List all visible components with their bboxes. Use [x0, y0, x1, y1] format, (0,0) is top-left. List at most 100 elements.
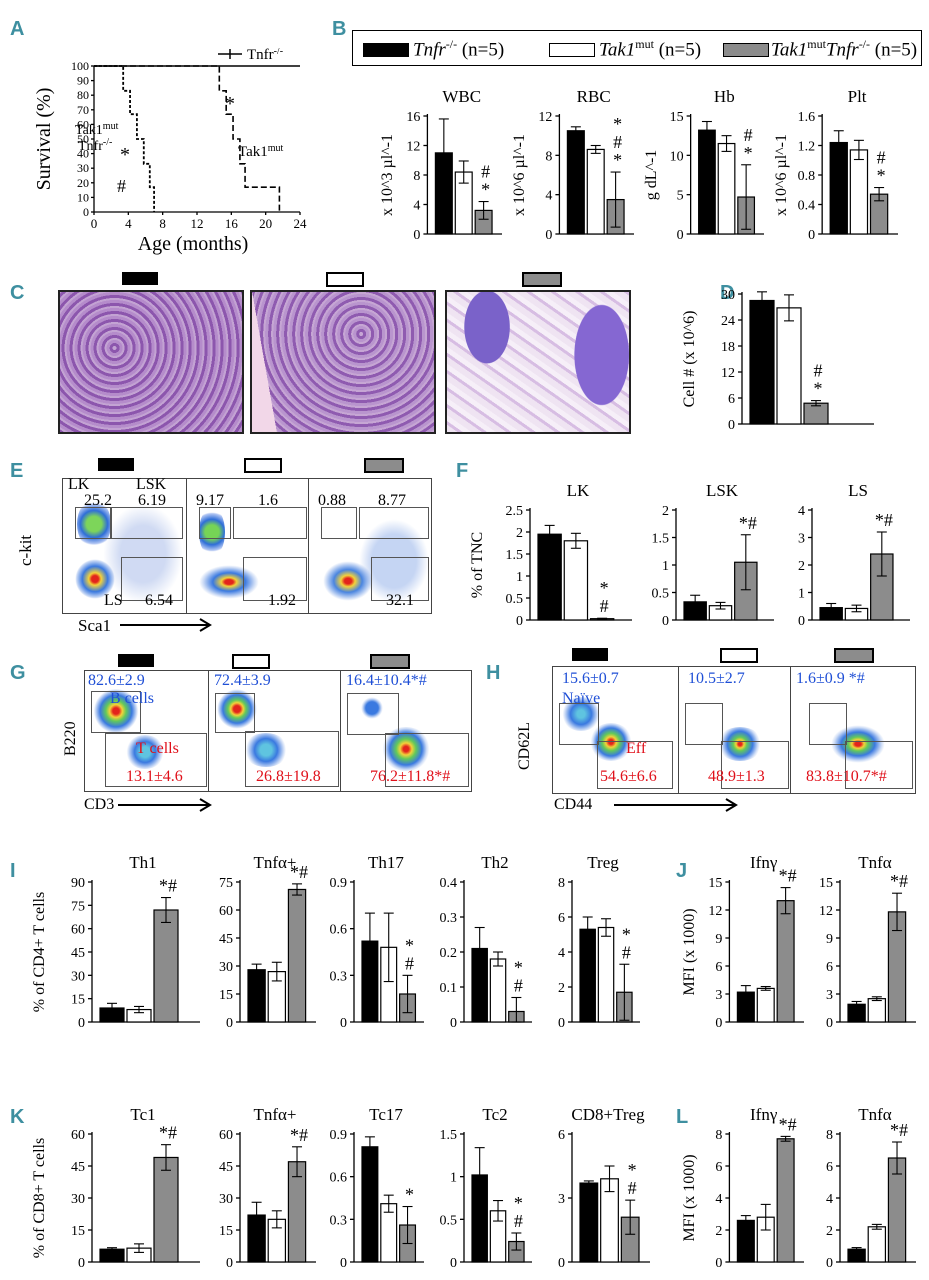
b-plt-bar-0: [829, 141, 848, 235]
bar-chart-cd8-tnfa: Tnfα+ 0 15 30 45 60 *#: [219, 1105, 316, 1271]
b-wbc-ytick-label-4: 16: [406, 110, 420, 125]
l-tnfa-bar-1: [867, 1226, 887, 1263]
flow-g-swatch-tak1: [232, 654, 270, 669]
flow-h1-e-label: Eff: [626, 740, 647, 757]
survival-ytick-label-8: 80: [77, 88, 89, 102]
k-tc2-ytick-label-0: 0: [450, 1256, 457, 1271]
i-tnfa-ytick-label-1: 15: [219, 988, 233, 1003]
legend-tak1-text: Tak1: [599, 39, 636, 61]
b-rbc-bar-1: [586, 148, 605, 235]
flow-g3-cluster-b: [361, 697, 383, 719]
flow-h1-cluster-eff: [589, 723, 633, 761]
flow-e1-lsk-value: 6.19: [138, 492, 166, 509]
legend-label-double: Tak1mutTnfr-/- (n=5): [771, 37, 917, 61]
bar-chart-cd4-tnfa-mfi: Tnfα 0 3 6 9 12 15 *#: [819, 853, 916, 1031]
b-hb-bar-1: [717, 142, 736, 235]
j-ifng-ytick-label-5: 15: [708, 876, 722, 891]
j-ifng-ytick-label-3: 9: [715, 932, 722, 947]
flow-h-swatch-tak1: [720, 648, 758, 663]
i-th2-ytick-label-2: 0.2: [440, 946, 458, 961]
bar-chart-cell-count: Cell # (x 10^6) 0 6 12 18 24 30 *#: [681, 288, 874, 433]
j-tnfa-ytick-label-1: 3: [826, 988, 833, 1003]
j-tnfa-ytick-label-0: 0: [826, 1016, 833, 1031]
l-ifng-ytick-label-2: 4: [715, 1192, 722, 1207]
flow-h2-gate-naive: [685, 703, 723, 745]
b-plt-ytick-label-0: 0: [808, 228, 815, 243]
b-plt-annotation-0: *: [877, 166, 886, 186]
flow-e-swatch-double: [364, 458, 404, 473]
l-tnfa-title: Tnfα: [858, 1105, 892, 1124]
b-rbc-ytick-label-0: 0: [545, 228, 552, 243]
i-th2-ytick-label-1: 0.1: [440, 981, 458, 996]
flow-e1-lk-label: LK: [68, 476, 90, 493]
histology-swatch-tnfr: [122, 272, 158, 285]
flow-g2-gate-t: [245, 731, 339, 787]
b-rbc-bar-0: [566, 130, 585, 235]
flow-g3-gate-b: [347, 693, 399, 735]
panel-letter-h: H: [486, 662, 501, 684]
k-tc17-ytick-label-3: 0.9: [330, 1128, 348, 1143]
panel-letter-d: D: [720, 282, 735, 304]
flow-g-xlabel: CD3: [84, 796, 115, 813]
b-wbc-ytick-label-3: 12: [406, 140, 420, 155]
l-tnfa-ytick-label-4: 8: [826, 1128, 833, 1143]
i-treg-annotation-1: *: [622, 924, 631, 944]
flow-h1-n-value: 15.6±0.7: [562, 670, 619, 687]
b-hb-ytick-label-2: 10: [670, 149, 684, 164]
panel-letter-g: G: [10, 662, 26, 684]
b-wbc-ytick-label-0: 0: [413, 228, 420, 243]
survival-hash-dbl: #: [117, 176, 126, 196]
flow-e3-lsk-value: 8.77: [378, 492, 406, 509]
b-wbc-annotation-1: #: [481, 162, 490, 182]
panel-letter-k: K: [10, 1106, 25, 1128]
legend-label-tnfr: Tnfr-/- (n=5): [413, 37, 504, 61]
flow-h1-e-value: 54.6±6.6: [600, 768, 657, 785]
flow-plot-h2: [678, 666, 792, 794]
b-rbc-ylabel: x 10^6 µl^-1: [511, 134, 528, 216]
flow-plot-g3: [340, 670, 472, 792]
flow-g3-gate-t: [385, 733, 469, 787]
flow-h-swatch-tnfr: [572, 648, 608, 661]
b-wbc-ylabel: x 10^3 µl^-1: [379, 134, 396, 216]
k-tc2-ytick-label-3: 1.5: [440, 1128, 458, 1143]
l-ifng-ytick-label-4: 8: [715, 1128, 722, 1143]
i-th1-ylabel: % of CD4+ T cells: [31, 892, 48, 1012]
i-th17-ytick-label-0: 0: [340, 1016, 347, 1031]
i-th2-ytick-label-3: 0.3: [440, 911, 458, 926]
k-tc17-bar-0: [361, 1146, 379, 1263]
survival-ytick-label-0: 0: [83, 205, 89, 219]
i-tnfa-ytick-label-4: 60: [219, 904, 233, 919]
k-cd8treg-ytick-label-1: 3: [558, 1192, 565, 1207]
i-treg-bar-0: [579, 928, 596, 1023]
j-ifng-title: Ifnγ: [750, 853, 778, 872]
f-ls-title: LS: [848, 481, 868, 500]
survival-xtick-label-2: 8: [159, 216, 166, 231]
l-ifng-bar-0: [736, 1219, 755, 1263]
i-treg-bar-1: [597, 926, 615, 1023]
bar-chart-rbc: RBC x 10^6 µl^-1 0 4 8 12 *#*: [511, 87, 634, 243]
l-ifng-ytick-label-1: 2: [715, 1224, 722, 1239]
bar-chart-cd4-ifng-mfi: Ifnγ MFI (x 1000) 0 3 6 9 12 15 *#: [681, 853, 804, 1031]
k-tnfa-ytick-label-2: 30: [219, 1192, 233, 1207]
flow-h3-gate-naive: [809, 703, 847, 745]
flow-e-xlabel: Sca1: [78, 616, 112, 635]
k-tnfa-title: Tnfα+: [253, 1105, 296, 1124]
k-tc1-annotation-0: *#: [159, 1123, 177, 1143]
f-lsk-ytick-label-1: 0.5: [652, 587, 670, 602]
flow-h-xlabel: CD44: [554, 796, 593, 813]
legend-swatch-tak1: [549, 43, 595, 57]
flow-e2-lk-value: 9.17: [196, 492, 224, 509]
j-tnfa-ytick-label-4: 12: [819, 904, 833, 919]
flow-g3-t-value: 76.2±11.8*#: [370, 768, 451, 785]
b-hb-bar-0: [698, 129, 716, 235]
j-ifng-bar-2: [776, 900, 795, 1023]
flow-e3-scatter: [359, 519, 429, 603]
d-ytick-label-4: 24: [721, 314, 735, 329]
flow-e1-lk-value: 25.2: [84, 492, 112, 509]
i-tnfa-annotation-0: *#: [290, 862, 308, 882]
flow-e-ylabel: c-kit: [16, 534, 35, 566]
k-tc1-ytick-label-4: 60: [71, 1128, 85, 1143]
flow-e2-gate-lsk: [233, 507, 307, 539]
flow-e3-gate-ls: [371, 557, 429, 601]
flow-e3-lk-value: 0.88: [318, 492, 346, 509]
